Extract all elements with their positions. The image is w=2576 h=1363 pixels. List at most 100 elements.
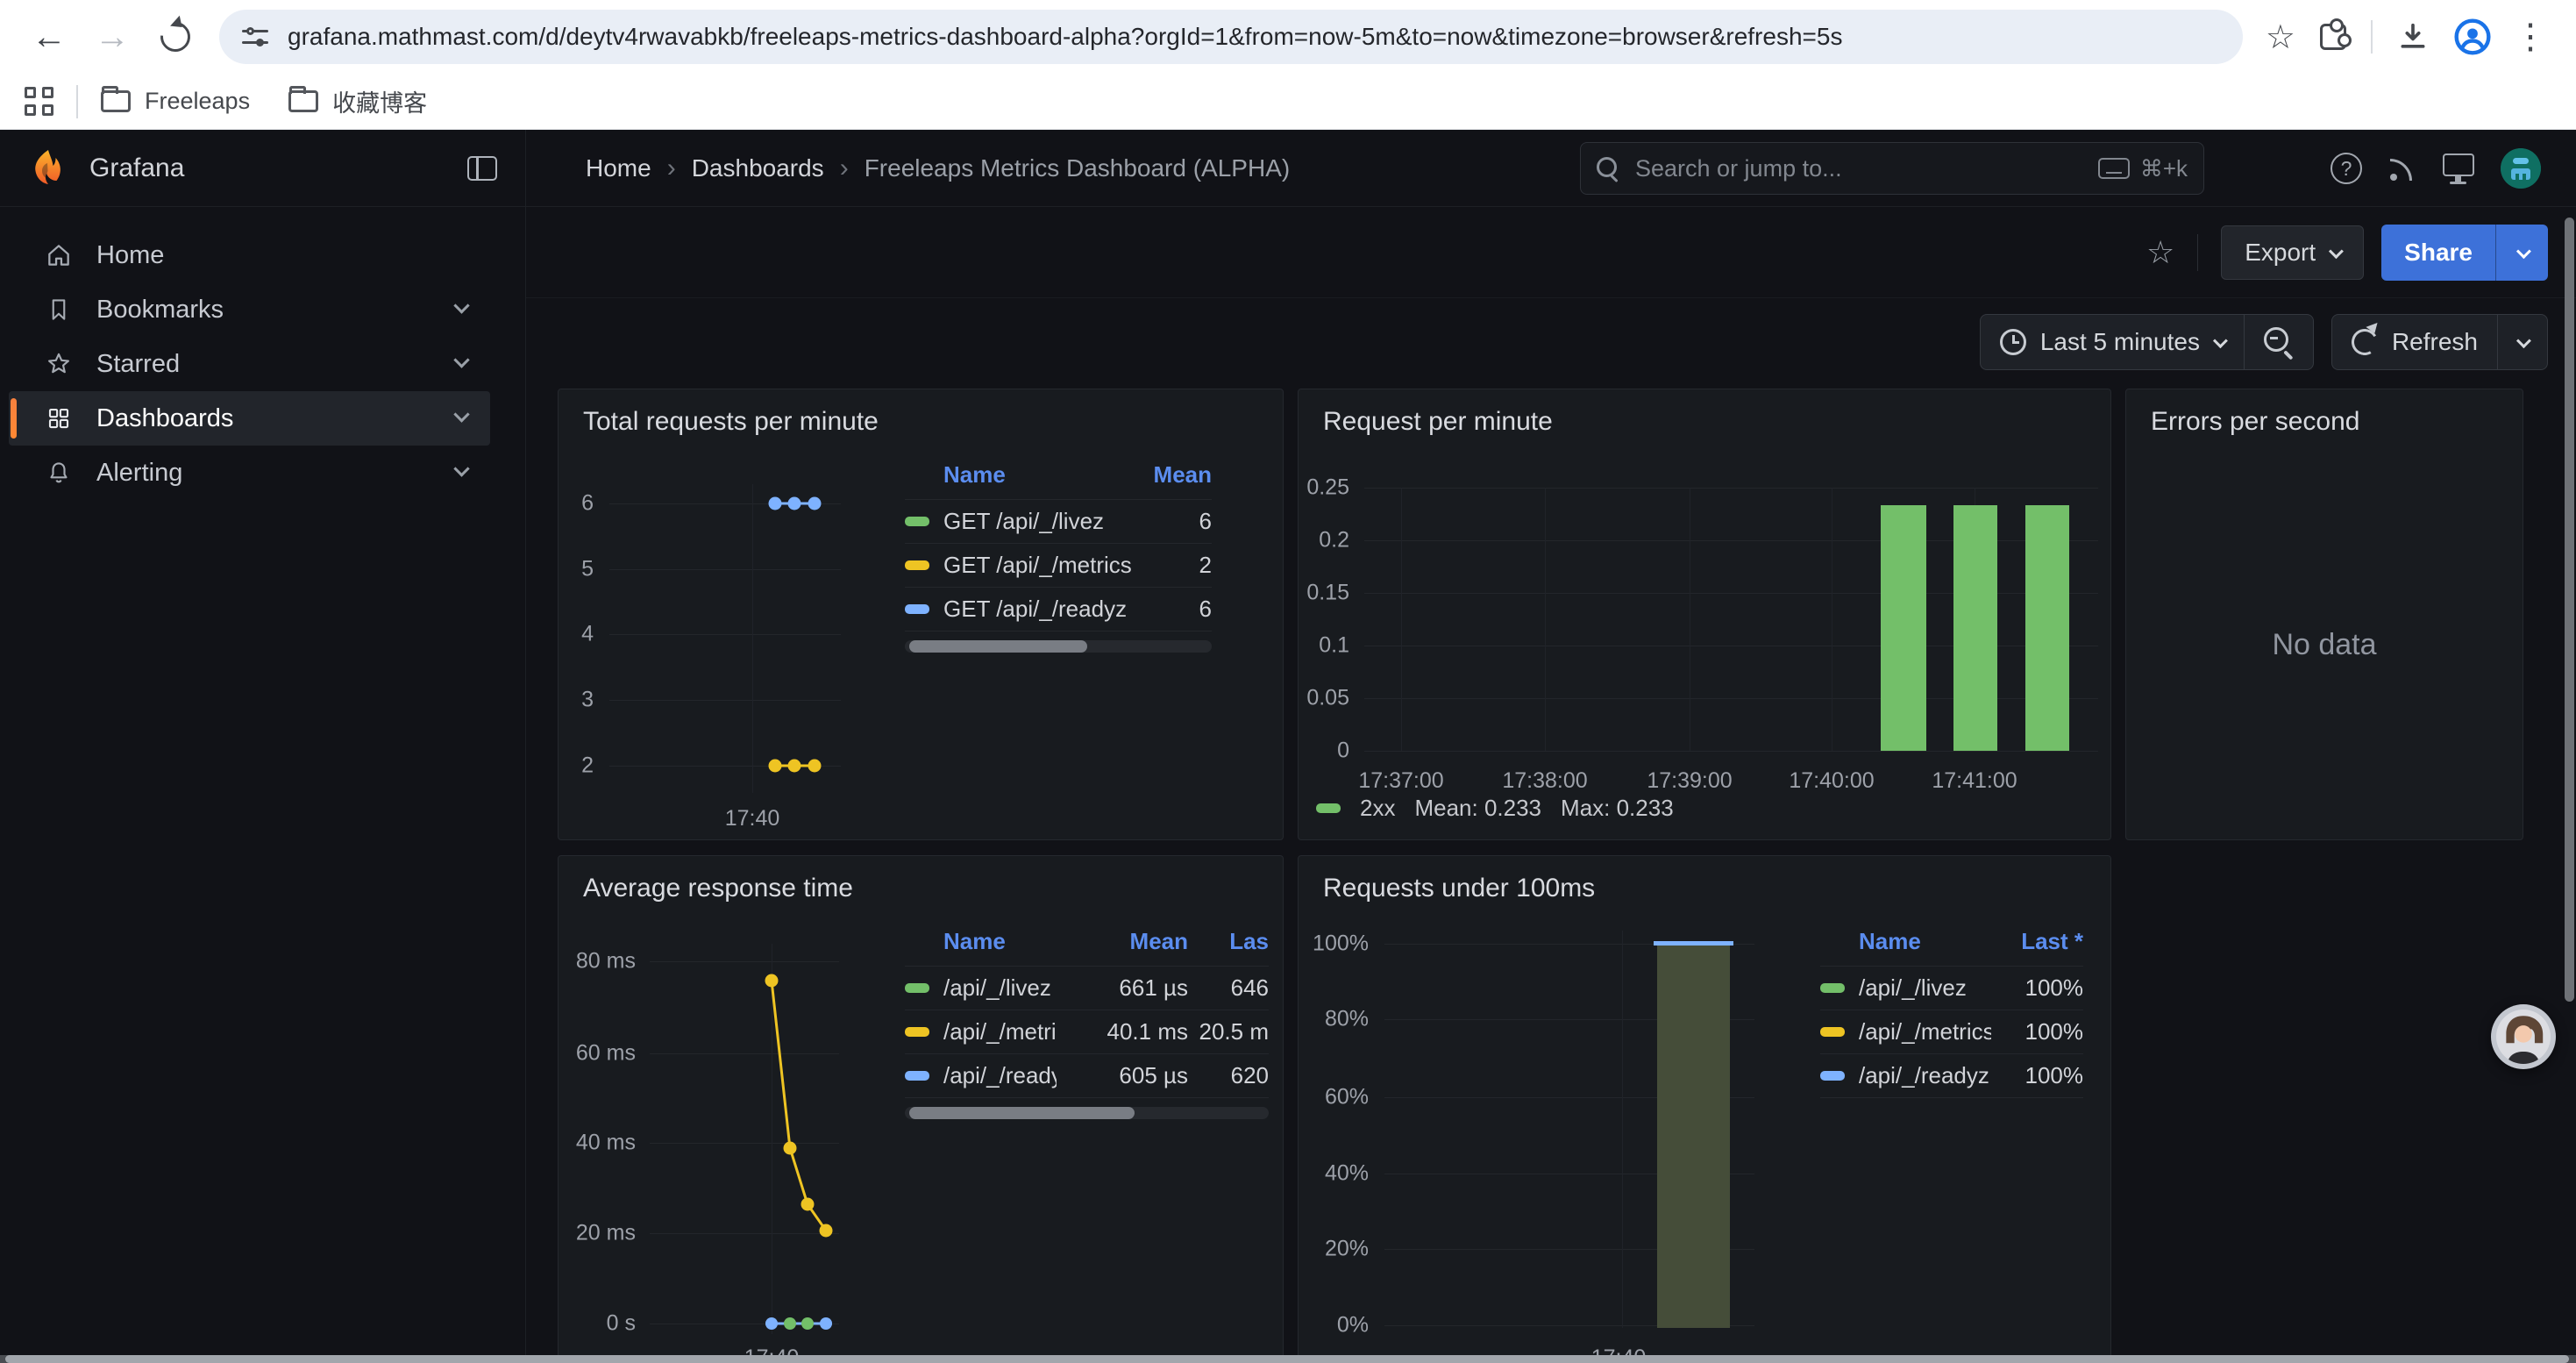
legend-scrollbar-thumb[interactable]: [909, 640, 1087, 653]
series-name: /api/_/livez: [943, 974, 1057, 1002]
news-feed-icon[interactable]: [2388, 154, 2416, 182]
chevron-down-icon[interactable]: [453, 460, 469, 476]
legend-scrollbar[interactable]: [905, 1107, 1269, 1119]
legend-row[interactable]: /api/_/livez 661 µs 646: [905, 966, 1269, 1010]
url-bar[interactable]: grafana.mathmast.com/d/deytv4rwavabkb/fr…: [219, 10, 2243, 64]
legend-col-mean[interactable]: Mean: [1154, 461, 1212, 489]
search-shortcut-label: ⌘+k: [2140, 155, 2188, 182]
legend-row[interactable]: GET /api/_/readyz 6: [905, 587, 1212, 631]
legend-col-name[interactable]: Name: [1859, 928, 2021, 955]
horizontal-scrollbar-thumb[interactable]: [5, 1355, 2569, 1363]
sidebar-item-starred[interactable]: Starred: [9, 337, 490, 391]
legend-row[interactable]: /api/_/metrics 40.1 ms 20.5 m: [905, 1010, 1269, 1053]
sidebar-item-alerting[interactable]: Alerting: [9, 446, 490, 500]
series-color-pill: [905, 1071, 929, 1081]
breadcrumb-home[interactable]: Home: [586, 154, 651, 182]
grafana-logo-icon[interactable]: [28, 147, 68, 189]
legend-col-mean[interactable]: Mean: [1057, 928, 1188, 955]
horizontal-scrollbar[interactable]: [0, 1355, 2576, 1363]
share-button[interactable]: Share: [2381, 225, 2495, 281]
favorite-star-icon[interactable]: ☆: [2146, 234, 2174, 271]
chevron-down-icon: [2516, 244, 2530, 259]
series-last: 646: [1188, 974, 1269, 1002]
panel-request-per-minute[interactable]: Request per minute 0.25 0.2 0.15 0.1 0.0…: [1298, 389, 2111, 840]
sidebar-item-label: Home: [96, 241, 164, 270]
y-tick: 0.15: [1306, 581, 1349, 606]
browser-profile-icon[interactable]: [2453, 18, 2492, 56]
legend-scrollbar[interactable]: [905, 640, 1212, 653]
sidebar-item-bookmarks[interactable]: Bookmarks: [9, 282, 490, 337]
chevron-down-icon[interactable]: [453, 297, 469, 313]
legend-header: Name Mean Las: [905, 928, 1269, 966]
refresh-interval-dropdown[interactable]: [2497, 315, 2547, 369]
data-point: [769, 760, 782, 773]
panel-total-requests[interactable]: Total requests per minute 6 5 4 3 2 17:4…: [558, 389, 1284, 840]
sidebar-item-home[interactable]: Home: [9, 228, 490, 282]
legend-row[interactable]: /api/_/readyz 100%: [1820, 1053, 2083, 1097]
series-mean: Mean: 0.233: [1414, 795, 1541, 822]
url-text[interactable]: grafana.mathmast.com/d/deytv4rwavabkb/fr…: [288, 23, 1842, 51]
forward-icon[interactable]: →: [88, 12, 137, 61]
legend-row[interactable]: /api/_/livez 100%: [1820, 966, 2083, 1010]
kiosk-monitor-icon[interactable]: [2443, 153, 2474, 176]
y-tick: 3: [581, 688, 594, 713]
bookmark-folder-label: Freeleaps: [145, 88, 250, 115]
chevron-down-icon[interactable]: [453, 406, 469, 422]
search-box[interactable]: ⌘+k: [1580, 142, 2204, 195]
sidebar-item-dashboards[interactable]: Dashboards: [9, 391, 490, 446]
breadcrumb-current: Freeleaps Metrics Dashboard (ALPHA): [865, 154, 1291, 182]
share-button-group: Share: [2381, 225, 2548, 281]
panel-requests-under-100ms[interactable]: Requests under 100ms 100% 80% 60% 40% 20…: [1298, 855, 2111, 1363]
site-settings-icon[interactable]: [242, 27, 268, 46]
assistant-avatar[interactable]: [2491, 1004, 2556, 1069]
y-tick: 0%: [1337, 1313, 1369, 1338]
series-name: /api/_/readyz: [1859, 1062, 1991, 1089]
y-tick: 20%: [1325, 1237, 1369, 1262]
refresh-button[interactable]: Refresh: [2332, 315, 2497, 369]
refresh-button-label: Refresh: [2392, 328, 2478, 356]
legend-scrollbar-thumb[interactable]: [909, 1107, 1135, 1119]
legend-col-last[interactable]: Las: [1188, 928, 1269, 955]
series-legend[interactable]: 2xx Mean: 0.233 Max: 0.233: [1316, 795, 1674, 822]
export-button[interactable]: Export: [2221, 225, 2364, 280]
vertical-scrollbar-thumb[interactable]: [2565, 218, 2574, 1002]
bookmarks-divider: [76, 85, 78, 118]
series-last: 100%: [1991, 974, 2083, 1002]
zoom-out-button[interactable]: [2244, 315, 2313, 369]
breadcrumb-dashboards[interactable]: Dashboards: [692, 154, 824, 182]
legend-col-name[interactable]: Name: [943, 461, 1154, 489]
legend-row[interactable]: /api/_/readyz 605 µs 620: [905, 1053, 1269, 1097]
y-tick: 60%: [1325, 1085, 1369, 1110]
bookmark-folder-blogs[interactable]: 收藏博客: [288, 84, 427, 118]
series-last: 20.5 m: [1188, 1018, 1269, 1045]
extensions-icon[interactable]: [2320, 24, 2346, 50]
sidebar: Home Bookmarks Starred: [0, 207, 526, 1363]
panel-avg-response-time[interactable]: Average response time 80 ms 60 ms 40 ms …: [558, 855, 1284, 1363]
panel-errors-per-second[interactable]: Errors per second No data: [2125, 389, 2523, 840]
time-range-picker[interactable]: Last 5 minutes: [1981, 315, 2244, 369]
search-input[interactable]: [1633, 154, 2098, 183]
legend-row[interactable]: GET /api/_/livez 6: [905, 499, 1212, 543]
chevron-down-icon[interactable]: [453, 352, 469, 368]
reload-icon[interactable]: [151, 12, 200, 61]
gridline: [609, 700, 841, 701]
share-dropdown-button[interactable]: [2495, 225, 2548, 281]
bookmark-folder-freeleaps[interactable]: Freeleaps: [101, 88, 250, 115]
legend-row[interactable]: GET /api/_/metrics 2: [905, 543, 1212, 587]
apps-grid-icon[interactable]: [25, 87, 53, 116]
help-icon[interactable]: ?: [2330, 153, 2362, 184]
bookmark-star-icon[interactable]: ☆: [2266, 18, 2295, 57]
browser-menu-icon[interactable]: ⋮: [2513, 26, 2548, 47]
legend-col-last[interactable]: Last *: [2021, 928, 2083, 955]
legend-row[interactable]: /api/_/metrics 100%: [1820, 1010, 2083, 1053]
gridline: [1545, 488, 1546, 751]
download-icon[interactable]: [2395, 19, 2430, 54]
sidebar-toggle-icon[interactable]: [467, 156, 497, 181]
toolbar-divider: [2371, 20, 2373, 54]
legend-col-name[interactable]: Name: [943, 928, 1057, 955]
y-tick: 6: [581, 491, 594, 517]
gridline: [1364, 751, 2098, 752]
user-avatar[interactable]: [2501, 148, 2541, 189]
back-icon[interactable]: ←: [25, 12, 74, 61]
series-last: 620: [1188, 1062, 1269, 1089]
